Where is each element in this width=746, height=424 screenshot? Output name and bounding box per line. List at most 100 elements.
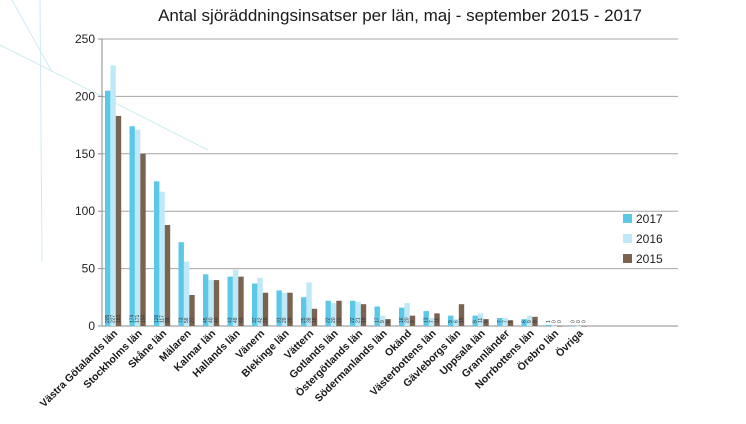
bar-2016-4 [208,280,214,326]
bar-value-label: 11 [478,318,484,323]
bar-value-label: 9 [473,320,479,323]
legend-swatch-2017 [623,214,632,223]
bar-value-label: 38 [307,317,313,323]
bar-value-label: 174 [130,314,136,323]
bar-2016-11 [379,315,386,326]
bar-2016-2 [159,191,165,326]
bar-2017-19 [570,326,576,327]
bar-value-label: 5 [508,320,514,323]
bar-value-label: 8 [533,320,539,323]
bar-2017-4 [203,274,209,326]
bar-value-label: 6 [484,320,490,323]
legend-swatch-2015 [623,254,632,263]
bar-value-label: 31 [277,317,283,323]
bar-value-label: 29 [288,317,294,323]
bar-2016-19 [575,326,582,327]
bar-value-label: 9 [380,320,386,323]
bar-value-label: 43 [228,317,234,323]
bar-2015-2 [164,224,171,326]
bar-value-label: 0 [557,320,563,323]
bar-2015-19 [581,326,587,327]
bar-2016-18 [551,326,557,327]
bar-value-label: 21 [356,317,362,323]
bar-2015-4 [213,280,220,326]
bar-2015-7 [287,292,293,326]
bar-value-label: 22 [337,317,343,323]
bar-2016-10 [355,301,361,326]
bar-2015-9 [336,300,342,326]
bar-2017-16 [497,317,503,326]
bar-2015-11 [385,319,391,326]
background-decoration [0,0,209,263]
bar-2016-6 [257,277,263,326]
bar-2016-12 [404,303,410,326]
bar-value-label: 22 [350,317,356,323]
bar-value-label: 0 [571,320,577,323]
bar-value-label: 0 [576,320,582,323]
bar-value-label: 29 [263,317,269,323]
bar-2016-0 [110,65,116,327]
bar-2016-8 [306,282,312,326]
bar-2016-15 [477,313,484,326]
bar-2017-14 [448,315,454,326]
bar-2015-3 [189,295,195,326]
bar-value-label: 88 [165,317,171,323]
bar-value-label: 6 [386,320,392,323]
y-tick-label: 0 [88,319,95,333]
bar-2017-1 [129,126,135,326]
bar-value-label: 22 [326,317,332,323]
bar-2017-6 [252,283,258,326]
bar-2017-2 [154,181,160,326]
bar-value-label: 0 [582,320,588,323]
bar-value-label: 19 [361,317,367,323]
bar-2017-9 [325,300,331,326]
bar-2017-5 [227,276,233,326]
bar-2017-11 [374,306,380,326]
bar-value-label: 183 [116,314,122,323]
bar-value-label: 27 [190,317,196,323]
bar-2016-3 [183,261,190,326]
bar-value-label: 29 [282,317,288,323]
y-tick-label: 250 [75,32,95,46]
bars [105,65,587,327]
bar-value-label: 37 [252,317,258,323]
bar-2015-0 [115,115,122,326]
legend-swatch-2016 [623,234,632,243]
bar-value-label: 7 [429,320,435,323]
bar-value-label: 9 [448,320,454,323]
bar-2017-0 [105,90,111,326]
legend-label-2017: 2017 [636,212,663,226]
bar-value-label: 205 [105,314,111,323]
chart-title: Antal sjöräddningsinsatser per län, maj … [158,6,642,25]
bar-2017-7 [276,290,282,326]
bar-2016-16 [502,317,508,326]
bar-value-label: 19 [459,317,465,323]
y-tick-label: 100 [75,204,95,218]
bar-2016-7 [281,292,288,326]
bar-2016-1 [134,129,141,326]
bar-2017-3 [178,242,184,326]
bar-value-label: 56 [184,317,190,323]
x-tick-label: Övriga [553,327,586,360]
bar-2017-17 [521,319,527,326]
bar-value-label: 1 [546,320,552,323]
bar-value-label: 171 [135,314,141,323]
bar-2016-13 [428,317,435,326]
bar-value-label: 117 [160,315,166,323]
bar-2016-5 [232,269,239,326]
y-tick-label: 150 [75,147,95,161]
bar-2015-12 [409,315,416,326]
bar-2015-5 [238,276,244,326]
bar-value-label: 7 [503,320,509,323]
bar-value-label: 40 [209,317,215,323]
legend-label-2015: 2015 [636,252,663,266]
bar-value-label: 25 [301,317,307,323]
bar-2015-14 [458,304,465,326]
bar-value-label: 11 [435,318,441,323]
bar-2015-10 [360,304,367,326]
bar-2016-17 [526,315,533,326]
bar-2015-16 [507,320,514,326]
